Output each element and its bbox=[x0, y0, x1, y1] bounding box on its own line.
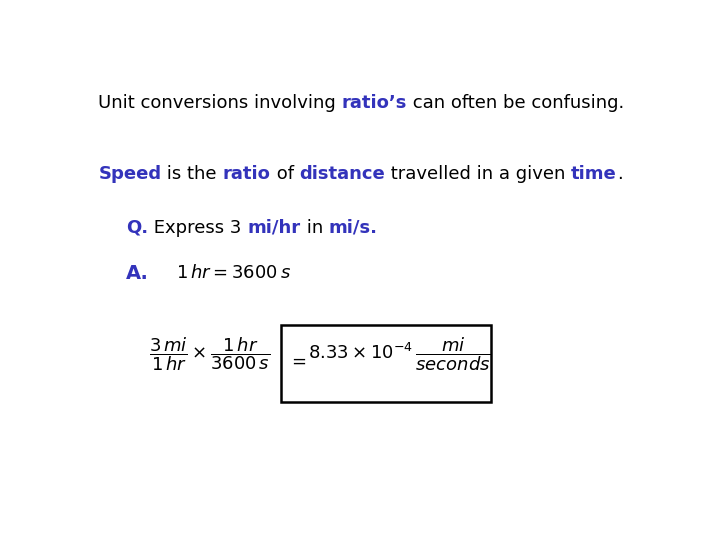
Text: Unit conversions involving: Unit conversions involving bbox=[99, 94, 342, 112]
Text: $\dfrac{3\,mi}{1\,hr} \times \dfrac{1\,hr}{3600\,s}$: $\dfrac{3\,mi}{1\,hr} \times \dfrac{1\,h… bbox=[148, 335, 270, 373]
Text: Speed: Speed bbox=[99, 165, 161, 183]
Text: ratio: ratio bbox=[222, 165, 271, 183]
Text: time: time bbox=[571, 165, 617, 183]
Text: A.: A. bbox=[126, 265, 149, 284]
Text: ratio’s: ratio’s bbox=[342, 94, 408, 112]
Text: $1\,hr = 3600\,s$: $1\,hr = 3600\,s$ bbox=[176, 265, 292, 282]
Text: can often be confusing.: can often be confusing. bbox=[408, 94, 624, 112]
Text: travelled in a given: travelled in a given bbox=[385, 165, 571, 183]
Text: Express 3: Express 3 bbox=[148, 219, 248, 237]
Text: Q.: Q. bbox=[126, 219, 148, 237]
Text: is the: is the bbox=[161, 165, 222, 183]
Text: $8.33\times10^{-4}\,\dfrac{mi}{seconds}$: $8.33\times10^{-4}\,\dfrac{mi}{seconds}$ bbox=[307, 335, 490, 373]
Text: in: in bbox=[301, 219, 328, 237]
Text: mi/s.: mi/s. bbox=[328, 219, 378, 237]
Text: mi/hr: mi/hr bbox=[248, 219, 301, 237]
Text: distance: distance bbox=[300, 165, 385, 183]
Text: .: . bbox=[617, 165, 623, 183]
Text: $=$: $=$ bbox=[288, 352, 307, 370]
Text: of: of bbox=[271, 165, 300, 183]
